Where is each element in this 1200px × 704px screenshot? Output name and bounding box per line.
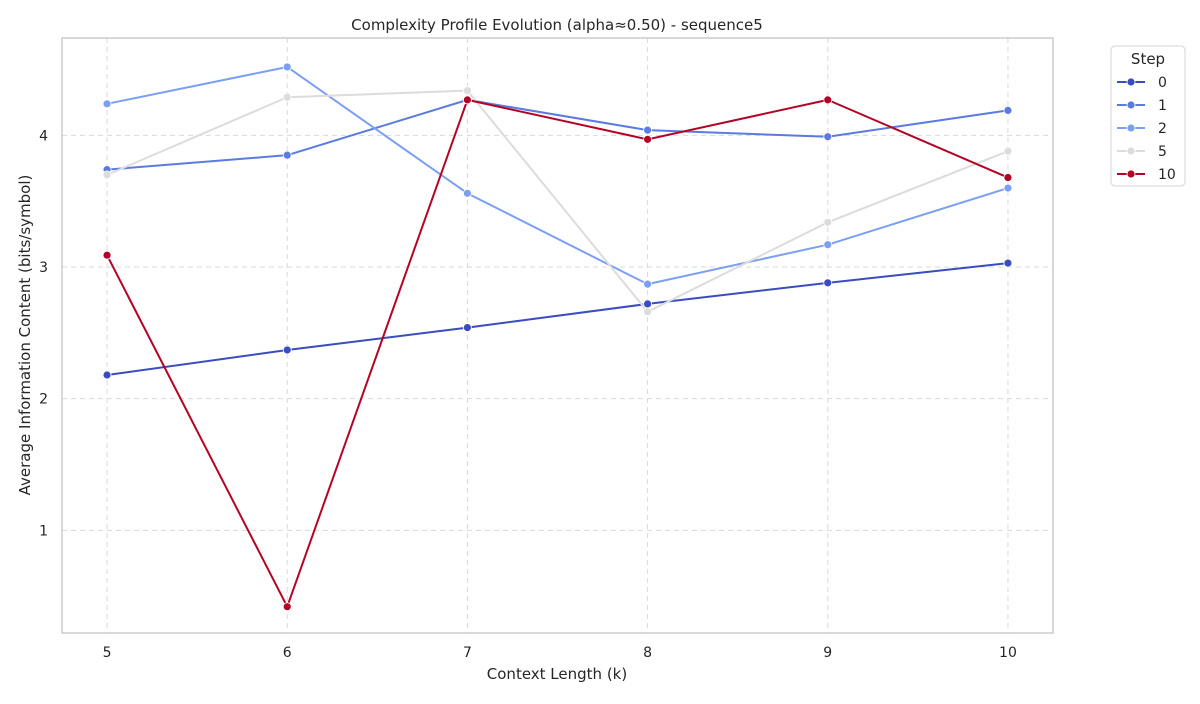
data-point-step-1 <box>643 125 652 135</box>
data-point-step-0 <box>823 278 833 288</box>
data-point-step-5 <box>102 170 112 180</box>
legend-item-step-0: 0 <box>1117 75 1167 91</box>
data-point-step-5 <box>1003 146 1013 156</box>
data-point-step-2 <box>1003 183 1013 193</box>
data-point-step-1 <box>1003 106 1013 115</box>
x-tick-label: 9 <box>823 645 832 661</box>
legend-marker-swatch <box>1126 123 1136 133</box>
chart-title: Complexity Profile Evolution (alpha≈0.50… <box>351 16 763 34</box>
data-point-step-0 <box>1003 258 1013 268</box>
series-lines <box>106 65 1009 608</box>
data-point-step-5 <box>823 217 833 227</box>
x-axis-label: Context Length (k) <box>487 665 627 683</box>
data-point-step-10 <box>463 95 472 105</box>
series-line-step-1 <box>106 98 1009 171</box>
legend-marker-swatch <box>1126 77 1136 87</box>
x-tick-label: 5 <box>103 645 112 661</box>
plot-frame <box>61 37 1054 634</box>
data-point-step-10 <box>643 134 652 144</box>
series-line-step-5 <box>106 89 1009 313</box>
data-point-step-2 <box>282 62 292 72</box>
y-tick-label: 2 <box>39 392 48 408</box>
data-point-step-0 <box>282 345 292 355</box>
legend-item-step-5: 5 <box>1117 144 1167 160</box>
legend-label: 2 <box>1158 121 1167 137</box>
x-tick-label: 6 <box>283 645 292 661</box>
data-point-step-0 <box>102 370 112 380</box>
data-point-step-5 <box>282 92 292 102</box>
data-point-step-2 <box>643 279 652 289</box>
legend-marker-swatch <box>1126 146 1136 156</box>
series-line-step-0 <box>106 262 1009 376</box>
legend-items: 0 1 2 5 10 <box>1117 75 1176 183</box>
legend-label: 0 <box>1158 75 1167 91</box>
data-point-step-5 <box>463 86 472 96</box>
legend-item-step-2: 2 <box>1117 121 1167 137</box>
legend-item-step-10: 10 <box>1117 167 1176 183</box>
data-point-step-0 <box>463 323 472 333</box>
y-axis-label: Average Information Content (bits/symbol… <box>16 175 34 496</box>
data-point-step-2 <box>823 240 833 250</box>
legend: Step 0 1 2 5 10 <box>1110 45 1186 187</box>
x-tick-labels: 5 6 7 8 9 10 <box>103 645 1017 661</box>
legend-marker-swatch <box>1126 100 1136 110</box>
data-point-step-10 <box>282 602 292 612</box>
legend-marker-swatch <box>1126 169 1136 179</box>
series-points <box>102 62 1013 612</box>
legend-label: 5 <box>1158 144 1167 160</box>
x-tick-label: 8 <box>643 645 652 661</box>
data-point-step-10 <box>102 250 112 260</box>
data-point-step-10 <box>1003 173 1013 182</box>
legend-label: 10 <box>1158 167 1176 183</box>
data-point-step-1 <box>823 132 833 142</box>
legend-label: 1 <box>1158 98 1167 114</box>
y-tick-labels: 1 2 3 4 <box>39 128 48 539</box>
legend-title: Step <box>1131 50 1165 68</box>
data-point-step-5 <box>643 307 652 317</box>
y-tick-label: 3 <box>39 260 48 276</box>
data-point-step-1 <box>282 150 292 160</box>
y-tick-label: 4 <box>39 128 48 144</box>
x-tick-label: 10 <box>999 645 1017 661</box>
data-point-step-2 <box>463 188 472 198</box>
series-line-step-10 <box>106 98 1009 608</box>
y-tick-label: 1 <box>39 523 48 539</box>
x-tick-label: 7 <box>463 645 472 661</box>
data-point-step-10 <box>823 95 833 105</box>
series-line-step-2 <box>106 65 1009 286</box>
data-point-step-0 <box>643 299 652 309</box>
data-point-step-2 <box>102 99 112 109</box>
legend-item-step-1: 1 <box>1117 98 1167 114</box>
